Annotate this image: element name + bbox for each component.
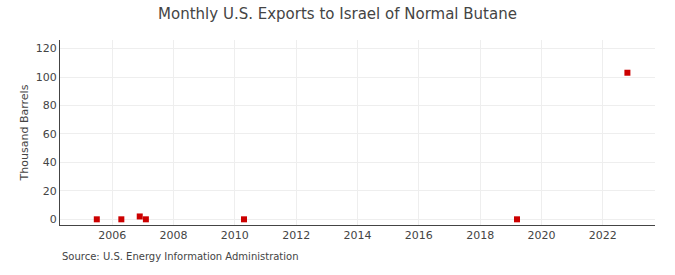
svg-text:40: 40 [43,156,57,169]
svg-text:Thousand Barrels: Thousand Barrels [18,84,31,181]
svg-text:20: 20 [43,185,57,198]
svg-text:120: 120 [36,42,57,55]
svg-text:100: 100 [36,71,57,84]
svg-text:2006: 2006 [98,229,126,242]
svg-text:80: 80 [43,99,57,112]
svg-text:2010: 2010 [221,229,249,242]
svg-text:2018: 2018 [466,229,494,242]
svg-text:60: 60 [43,128,57,141]
svg-text:2012: 2012 [282,229,310,242]
svg-text:2022: 2022 [589,229,617,242]
svg-text:Source: U.S. Energy Informatio: Source: U.S. Energy Information Administ… [62,251,299,262]
svg-text:Monthly U.S. Exports to Israel: Monthly U.S. Exports to Israel of Normal… [158,5,517,23]
svg-text:2016: 2016 [405,229,433,242]
svg-text:2008: 2008 [159,229,187,242]
svg-text:2020: 2020 [528,229,556,242]
svg-text:2014: 2014 [344,229,372,242]
svg-text:0: 0 [50,213,57,226]
